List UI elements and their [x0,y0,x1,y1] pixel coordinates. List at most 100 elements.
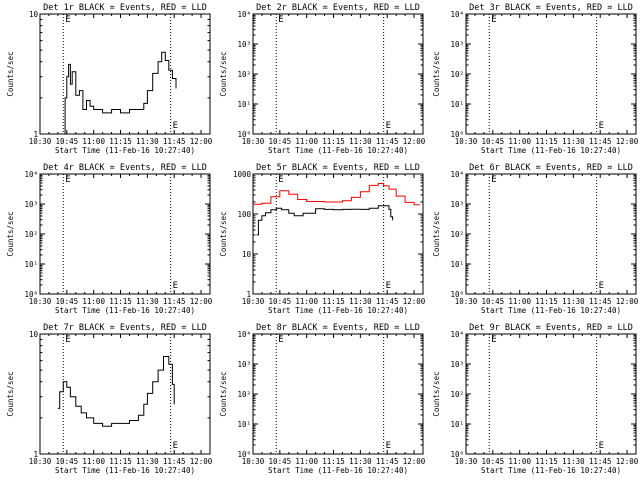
y-tick-label: 10⁴ [237,10,251,19]
y-tick-label: 10² [237,70,251,79]
plot-frame [252,13,424,135]
x-tick-label: 11:00 [508,297,531,306]
x-tick-label: 10:45 [482,297,505,306]
x-tick-label: 10:30 [455,457,478,466]
x-tick-label: 11:45 [589,457,612,466]
y-tick-label: 10¹ [24,260,38,269]
panel-2: Det 2r BLACK = Events, RED = LLD 10:30 10:… [219,3,426,155]
event-marker-label: E [599,281,604,291]
panel-title: Det 5r BLACK = Events, RED = LLD [256,163,420,173]
x-axis-label: Start Time (11-Feb-16 10:27:40) [268,306,408,315]
y-tick-label: 10⁴ [24,170,38,179]
x-tick-label: 11:45 [163,297,186,306]
y-tick-label: 1000 [233,170,252,179]
x-tick-label: 10:30 [455,297,478,306]
event-marker-label: E [599,121,604,131]
x-tick-label: 10:30 [29,297,52,306]
event-marker-label: E [386,441,391,451]
plot-frame [39,13,211,135]
x-axis-label: Start Time (11-Feb-16 10:27:40) [268,466,408,475]
y-tick-label: 10³ [450,360,464,369]
x-axis-label: Start Time (11-Feb-16 10:27:40) [55,306,195,315]
event-marker-label: E [386,121,391,131]
plot-frame [465,333,637,455]
y-axis-label: Counts/sec [432,371,441,416]
x-tick-label: 11:30 [349,297,372,306]
y-tick-label: 10⁰ [24,290,38,299]
y-tick-label: 10² [237,390,251,399]
panel-title: Det 3r BLACK = Events, RED = LLD [469,3,633,13]
x-tick-label: 11:00 [295,457,318,466]
x-tick-label: 11:30 [136,137,159,146]
panel-title: Det 7r BLACK = Events, RED = LLD [43,323,207,333]
x-tick-label: 11:45 [376,457,399,466]
x-axis-label: Start Time (11-Feb-16 10:27:40) [481,146,621,155]
y-tick-label: 10¹ [450,420,464,429]
panel-title: Det 4r BLACK = Events, RED = LLD [43,163,207,173]
y-tick-label: 10⁴ [450,170,464,179]
panel-1: Det 1r BLACK = Events, RED = LLD 10:30 10:… [6,3,213,155]
y-axis-label: Counts/sec [6,371,15,416]
panel-title: Det 2r BLACK = Events, RED = LLD [256,3,420,13]
x-tick-label: 11:30 [562,137,585,146]
x-tick-label: 11:15 [535,297,558,306]
y-tick-label: 1 [33,450,38,459]
series-line-2 [253,183,420,206]
x-axis-label: Start Time (11-Feb-16 10:27:40) [481,466,621,475]
x-tick-label: 10:30 [242,297,265,306]
plot-frame [465,13,637,135]
x-tick-label: 11:00 [295,137,318,146]
x-tick-label: 12:00 [616,137,639,146]
event-marker-label: E [599,441,604,451]
panel-5: Det 5r BLACK = Events, RED = LLD 10:30 10:… [219,163,426,315]
y-tick-label: 100 [237,210,251,219]
x-tick-label: 11:15 [322,457,345,466]
x-tick-label: 11:30 [136,297,159,306]
x-axis-label: Start Time (11-Feb-16 10:27:40) [55,466,195,475]
event-marker-label: E [65,335,70,345]
x-tick-label: 11:30 [562,457,585,466]
y-tick-label: 10⁰ [237,450,251,459]
x-tick-label: 11:45 [163,137,186,146]
x-tick-label: 11:00 [508,137,531,146]
x-tick-label: 11:30 [136,457,159,466]
x-tick-label: 10:45 [269,457,292,466]
plot-frame [39,173,211,295]
y-tick-label: 10⁰ [237,130,251,139]
x-tick-label: 12:00 [403,457,426,466]
y-axis-label: Counts/sec [219,51,228,96]
event-marker-label: E [491,335,496,345]
x-tick-label: 10:45 [269,297,292,306]
panel-8: Det 8r BLACK = Events, RED = LLD 10:30 10:… [219,323,426,475]
x-axis-label: Start Time (11-Feb-16 10:27:40) [55,146,195,155]
event-marker-label: E [173,441,178,451]
x-tick-label: 11:45 [376,137,399,146]
y-tick-label: 10⁴ [450,330,464,339]
x-axis-label: Start Time (11-Feb-16 10:27:40) [481,306,621,315]
event-marker-label: E [278,15,283,25]
x-tick-label: 10:30 [29,137,52,146]
x-tick-label: 11:15 [535,457,558,466]
y-tick-label: 10² [450,230,464,239]
event-marker-label: E [173,281,178,291]
y-tick-label: 1 [246,290,251,299]
event-marker-label: E [65,15,70,25]
y-tick-label: 10³ [450,40,464,49]
panel-7: Det 7r BLACK = Events, RED = LLD 10:30 10:… [6,323,213,475]
x-tick-label: 12:00 [190,297,213,306]
x-tick-label: 11:30 [349,137,372,146]
x-tick-label: 11:30 [349,457,372,466]
plot-frame [252,333,424,455]
x-tick-label: 12:00 [190,137,213,146]
y-axis-label: Counts/sec [432,211,441,256]
x-tick-label: 10:45 [269,137,292,146]
panel-title: Det 9r BLACK = Events, RED = LLD [469,323,633,333]
y-tick-label: 10⁰ [450,450,464,459]
y-tick-label: 10³ [237,40,251,49]
x-tick-label: 11:15 [109,137,132,146]
x-tick-label: 12:00 [403,137,426,146]
x-tick-label: 12:00 [190,457,213,466]
x-tick-label: 10:45 [482,137,505,146]
panel-title: Det 6r BLACK = Events, RED = LLD [469,163,633,173]
x-axis-label: Start Time (11-Feb-16 10:27:40) [268,146,408,155]
